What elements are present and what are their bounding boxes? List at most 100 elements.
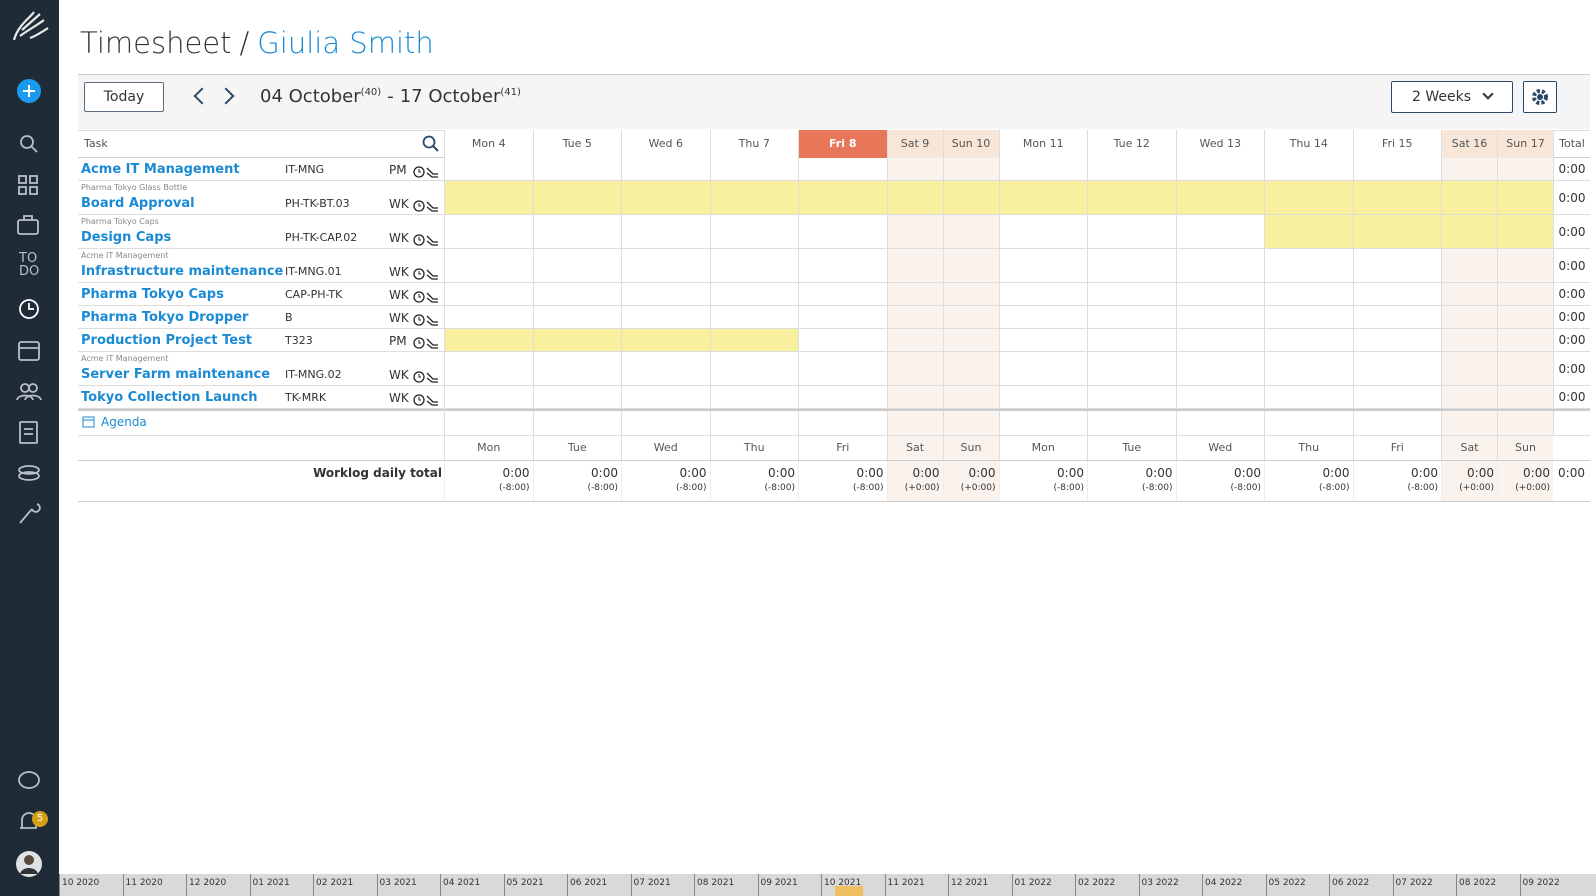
- task-icons[interactable]: [413, 164, 443, 178]
- day-cell[interactable]: [1497, 329, 1553, 351]
- task-name[interactable]: Tokyo Collection Launch: [81, 390, 258, 405]
- timeline-label[interactable]: 11 2021: [887, 878, 925, 888]
- day-cell[interactable]: [1087, 283, 1176, 305]
- day-cell[interactable]: [1497, 283, 1553, 305]
- day-cell[interactable]: [942, 283, 999, 305]
- timeline-label[interactable]: 05 2021: [506, 878, 544, 888]
- day-cell[interactable]: [709, 283, 799, 305]
- day-cell[interactable]: [532, 181, 621, 214]
- day-cell[interactable]: [709, 386, 799, 408]
- day-cell[interactable]: [886, 249, 943, 282]
- timeline-label[interactable]: 02 2021: [316, 878, 354, 888]
- day-cell[interactable]: [1175, 386, 1265, 408]
- timeline-label[interactable]: 06 2022: [1332, 878, 1370, 888]
- day-cell[interactable]: [621, 306, 710, 328]
- day-cell[interactable]: [1175, 306, 1265, 328]
- day-cell[interactable]: [532, 249, 622, 282]
- day-cell[interactable]: [1352, 352, 1442, 385]
- day-cell[interactable]: [532, 386, 622, 408]
- timeline-label[interactable]: 11 2020: [125, 878, 163, 888]
- day-cell[interactable]: [1087, 329, 1176, 351]
- day-cell[interactable]: [1264, 329, 1353, 351]
- timeline-label[interactable]: 05 2022: [1268, 878, 1306, 888]
- day-cell[interactable]: [798, 386, 887, 408]
- day-cell[interactable]: [886, 283, 943, 305]
- day-cell[interactable]: [1497, 386, 1553, 408]
- day-cell[interactable]: [1441, 386, 1497, 408]
- day-cell[interactable]: [709, 249, 799, 282]
- day-cell[interactable]: [709, 329, 798, 351]
- timeline-label[interactable]: 12 2020: [189, 878, 227, 888]
- task-name[interactable]: Production Project Test: [81, 333, 253, 348]
- day-cell[interactable]: [621, 158, 710, 180]
- day-cell[interactable]: [1352, 306, 1442, 328]
- timeline-label[interactable]: 03 2022: [1141, 878, 1179, 888]
- day-cell[interactable]: [798, 329, 887, 351]
- day-cell[interactable]: [942, 386, 999, 408]
- day-cell[interactable]: [1264, 386, 1353, 408]
- timeline-label[interactable]: 01 2022: [1014, 878, 1052, 888]
- day-cell[interactable]: [532, 352, 622, 385]
- day-cell[interactable]: [998, 181, 1087, 214]
- day-cell[interactable]: [798, 249, 887, 282]
- day-cell[interactable]: [1087, 158, 1176, 180]
- task-icons[interactable]: [413, 312, 443, 326]
- day-cell[interactable]: [1352, 249, 1442, 282]
- timeline-label[interactable]: 01 2021: [252, 878, 290, 888]
- day-cell[interactable]: [1087, 181, 1176, 214]
- day-cell[interactable]: [1441, 249, 1497, 282]
- task-name[interactable]: Server Farm maintenance: [81, 367, 271, 382]
- day-cell[interactable]: [1175, 215, 1265, 248]
- agenda-link[interactable]: Agenda: [82, 415, 147, 429]
- day-cell[interactable]: [1264, 158, 1353, 180]
- day-cell[interactable]: [1264, 306, 1353, 328]
- task-name[interactable]: Pharma Tokyo Dropper: [81, 310, 249, 325]
- day-cell[interactable]: [998, 215, 1088, 248]
- day-cell[interactable]: [942, 306, 999, 328]
- day-cell[interactable]: [1264, 215, 1353, 248]
- day-cell[interactable]: [532, 329, 621, 351]
- day-cell[interactable]: [998, 386, 1088, 408]
- timeline-label[interactable]: 04 2022: [1205, 878, 1243, 888]
- day-cell[interactable]: [942, 249, 999, 282]
- task-icons[interactable]: [413, 289, 443, 303]
- day-cell[interactable]: [1352, 386, 1442, 408]
- day-cell[interactable]: [1497, 158, 1553, 180]
- day-cell[interactable]: [1264, 352, 1353, 385]
- day-cell[interactable]: [942, 352, 999, 385]
- day-cell[interactable]: [942, 158, 999, 180]
- day-cell[interactable]: [1441, 181, 1497, 214]
- day-cell[interactable]: [1175, 329, 1265, 351]
- timeline-label[interactable]: 09 2022: [1522, 878, 1560, 888]
- day-cell[interactable]: [798, 215, 887, 248]
- day-cell[interactable]: [998, 158, 1088, 180]
- day-cell[interactable]: [886, 386, 943, 408]
- day-cell[interactable]: [886, 158, 943, 180]
- day-cell[interactable]: [1087, 352, 1176, 385]
- day-cell[interactable]: [1087, 386, 1176, 408]
- day-cell[interactable]: [886, 215, 943, 248]
- day-cell[interactable]: [798, 181, 887, 214]
- task-icons[interactable]: [413, 369, 443, 383]
- day-cell[interactable]: [1175, 181, 1264, 214]
- timeline-label[interactable]: 08 2021: [697, 878, 735, 888]
- day-cell[interactable]: [532, 215, 622, 248]
- day-cell[interactable]: [1352, 329, 1442, 351]
- day-cell[interactable]: [1441, 329, 1497, 351]
- task-icons[interactable]: [413, 335, 443, 349]
- timeline-label[interactable]: 12 2021: [951, 878, 989, 888]
- task-icons[interactable]: [413, 198, 443, 212]
- timeline-label[interactable]: 10 2020: [62, 878, 100, 888]
- day-cell[interactable]: [1441, 215, 1497, 248]
- day-cell[interactable]: [709, 215, 799, 248]
- day-cell[interactable]: [1352, 215, 1441, 248]
- day-cell[interactable]: [621, 215, 710, 248]
- day-cell[interactable]: [1441, 352, 1497, 385]
- day-cell[interactable]: [1264, 249, 1353, 282]
- day-cell[interactable]: [709, 352, 799, 385]
- day-cell[interactable]: [942, 329, 999, 351]
- period-dropdown[interactable]: 2 Weeks: [1391, 81, 1513, 113]
- day-cell[interactable]: [1497, 215, 1553, 248]
- day-cell[interactable]: [709, 181, 798, 214]
- day-cell[interactable]: [1175, 283, 1265, 305]
